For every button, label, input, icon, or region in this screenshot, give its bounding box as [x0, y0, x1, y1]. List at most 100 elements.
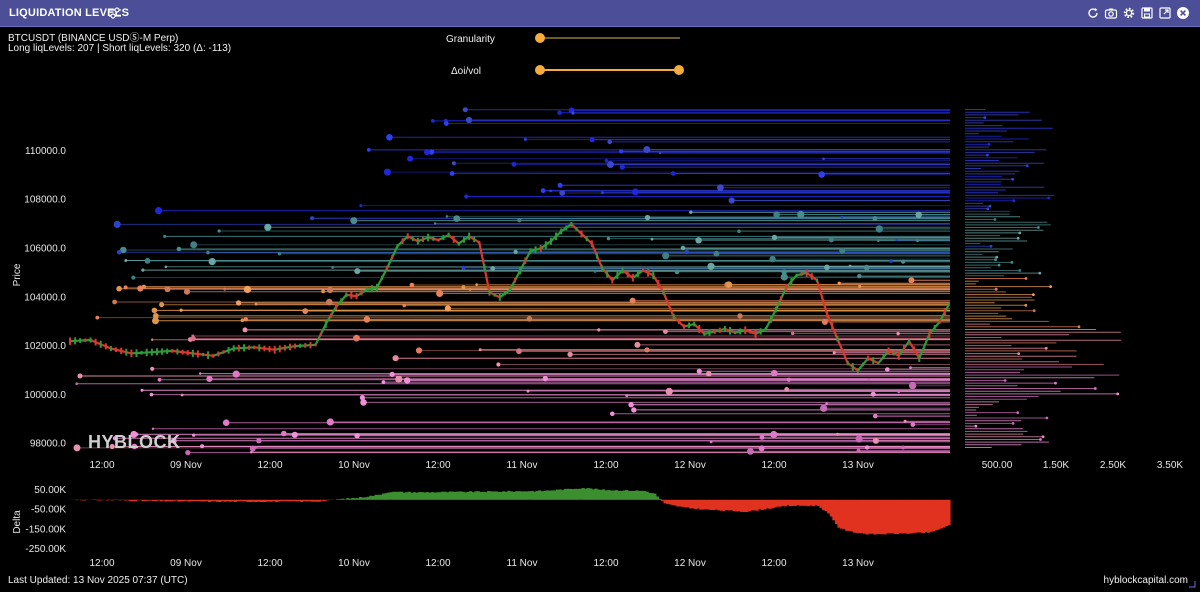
- oi-vol-slider-min-knob[interactable]: [535, 65, 545, 75]
- liquidation-level-dot: [606, 236, 611, 241]
- resize-handle-icon[interactable]: [1188, 580, 1196, 588]
- liquidation-level-dot: [461, 265, 466, 270]
- delta-bar: [190, 499, 194, 502]
- delta-time-tick-label: 13 Nov: [842, 558, 874, 569]
- delta-bar: [932, 499, 936, 532]
- delta-bar: [425, 492, 429, 500]
- delta-bar: [724, 499, 729, 511]
- liquidation-level-dot: [706, 371, 712, 377]
- price-candle: [590, 240, 593, 247]
- liquidation-level-dot: [150, 366, 155, 371]
- delta-bar: [433, 492, 437, 500]
- liquidation-level-dot: [877, 239, 880, 243]
- delta-bar: [737, 499, 741, 512]
- oi-vol-slider-track[interactable]: [540, 69, 680, 71]
- price-candle: [309, 342, 312, 349]
- time-tick-label: 11 Nov: [507, 460, 538, 471]
- oi-vol-label: Δoi/vol: [451, 66, 482, 77]
- price-candle: [636, 271, 639, 277]
- liquidation-heatmap-chart[interactable]: 98000.0 100000.0 102000.0 104000.0 106000.0 1…: [0, 80, 1200, 480]
- liquidation-level-dot: [179, 308, 183, 312]
- price-candle: [99, 340, 102, 348]
- price-candle: [862, 362, 864, 367]
- save-icon[interactable]: [1140, 6, 1154, 20]
- delta-bar: [420, 492, 424, 500]
- price-candle: [212, 353, 215, 358]
- last-updated-label: Last Updated: 13 Nov 2025 07:37 (UTC): [8, 575, 188, 586]
- delta-bar: [136, 499, 140, 501]
- delta-bar: [489, 491, 493, 500]
- liquidation-level-dot: [95, 315, 100, 320]
- price-candle: [780, 296, 783, 301]
- price-candle: [519, 266, 522, 275]
- granularity-slider-knob[interactable]: [535, 33, 545, 43]
- liquidation-level-dot: [916, 239, 919, 243]
- liquidation-level-dot: [363, 316, 371, 323]
- refresh-icon[interactable]: [1086, 6, 1100, 20]
- price-candle: [596, 253, 598, 259]
- histogram-bar-cap: [986, 207, 990, 211]
- delta-bar: [806, 499, 810, 507]
- delta-bar: [794, 499, 798, 506]
- delta-bar: [791, 499, 795, 506]
- liquidation-level-dot: [856, 448, 861, 453]
- liquidation-level-dot: [771, 234, 778, 241]
- delta-bar: [149, 499, 153, 501]
- price-candle: [611, 277, 614, 284]
- liquidation-level-dot: [908, 277, 915, 284]
- delta-bar: [95, 499, 99, 501]
- liquidation-level-dot: [151, 338, 154, 341]
- price-tick-label: 106000.0: [24, 244, 66, 255]
- liquidation-level-dot: [254, 302, 258, 306]
- delta-bar: [527, 491, 532, 500]
- delta-bar: [476, 491, 480, 500]
- price-candle: [754, 330, 757, 338]
- histogram-bar-cap: [1116, 392, 1120, 396]
- delta-bar: [863, 499, 867, 534]
- expand-icon[interactable]: [1158, 6, 1172, 20]
- liquidation-histogram-layer: [950, 90, 1121, 468]
- liquidation-level-dot: [867, 378, 870, 381]
- delta-bar: [609, 490, 613, 500]
- price-candle: [222, 350, 225, 354]
- price-candle: [115, 347, 117, 352]
- liquidation-level-dot: [354, 268, 361, 275]
- delta-bar: [745, 499, 749, 512]
- delta-bar: [492, 491, 496, 500]
- site-link[interactable]: hyblockcapital.com: [1103, 575, 1188, 586]
- price-candle: [647, 269, 650, 277]
- oi-vol-slider-max-knob[interactable]: [674, 65, 684, 75]
- granularity-slider-track[interactable]: [540, 37, 680, 39]
- delta-bar: [469, 491, 473, 500]
- price-candle: [903, 345, 905, 352]
- liquidation-level-dot: [858, 284, 862, 289]
- price-candle: [176, 348, 179, 355]
- liquidation-level-dot: [180, 393, 184, 397]
- delta-axis-title: Delta: [12, 510, 23, 534]
- delta-bar: [689, 499, 693, 509]
- delta-bar: [479, 492, 483, 500]
- liquidation-level-dot: [359, 395, 365, 401]
- liquidation-level-dot: [116, 285, 122, 292]
- liquidation-level-dot: [628, 402, 634, 408]
- settings-sliders-icon[interactable]: [108, 6, 122, 20]
- liquidation-level-dot: [386, 134, 393, 141]
- liquidation-level-dot: [634, 341, 641, 348]
- delta-bar: [916, 499, 920, 533]
- delta-bar: [374, 494, 378, 500]
- liquidation-level-dot: [601, 191, 604, 195]
- delta-bar: [653, 493, 657, 500]
- delta-bar: [911, 499, 915, 533]
- close-icon[interactable]: [1176, 6, 1190, 20]
- delta-chart[interactable]: 50.00K -50.00K -150.00K -250.00K 12:00 09 No…: [0, 482, 1200, 572]
- liquidation-level-dot: [409, 282, 415, 288]
- price-candle: [913, 346, 916, 354]
- liquidation-level-dot: [593, 270, 597, 273]
- delta-bar: [200, 499, 204, 502]
- delta-bar: [172, 499, 176, 501]
- delta-bar: [507, 490, 511, 500]
- delta-bar: [274, 499, 278, 503]
- camera-icon[interactable]: [1104, 6, 1118, 20]
- gear-icon[interactable]: [1122, 6, 1136, 20]
- price-candle: [667, 303, 670, 307]
